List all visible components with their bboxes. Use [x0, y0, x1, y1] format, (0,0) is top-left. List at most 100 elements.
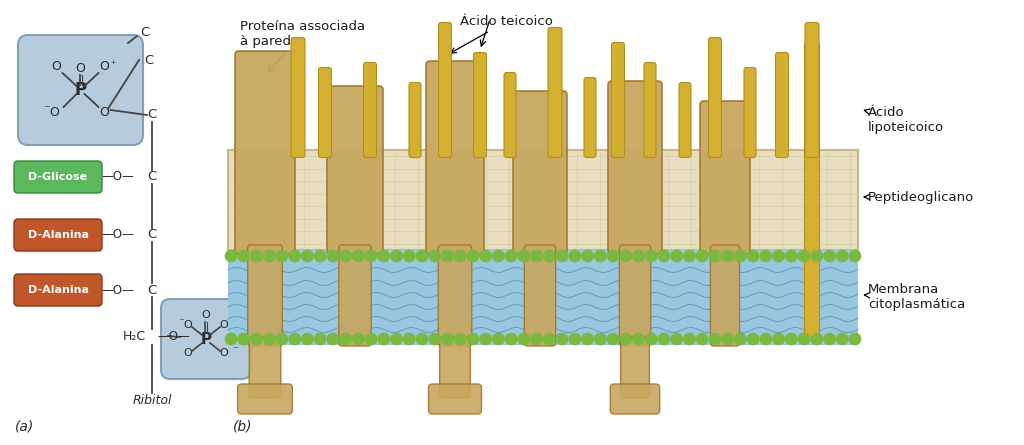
Circle shape — [621, 333, 631, 344]
Circle shape — [276, 333, 288, 344]
Text: (b): (b) — [233, 420, 253, 434]
Text: O: O — [219, 348, 228, 358]
Bar — [228, 250, 858, 345]
Circle shape — [595, 251, 606, 262]
Circle shape — [429, 251, 440, 262]
Circle shape — [569, 333, 581, 344]
Circle shape — [239, 333, 249, 344]
Bar — [228, 150, 858, 250]
Text: —O—: —O— — [157, 331, 189, 344]
Circle shape — [391, 333, 402, 344]
Circle shape — [621, 251, 631, 262]
Circle shape — [735, 333, 745, 344]
Circle shape — [811, 251, 822, 262]
Circle shape — [378, 333, 389, 344]
Circle shape — [582, 251, 593, 262]
Text: Membrana
citoplasmática: Membrana citoplasmática — [864, 283, 966, 311]
Text: D-Alanina: D-Alanina — [28, 230, 88, 240]
Text: —O—: —O— — [101, 170, 134, 183]
FancyBboxPatch shape — [504, 73, 516, 158]
Circle shape — [506, 251, 517, 262]
Circle shape — [710, 251, 721, 262]
Circle shape — [710, 251, 721, 262]
FancyBboxPatch shape — [775, 53, 788, 158]
Circle shape — [773, 333, 784, 344]
Circle shape — [442, 251, 453, 262]
FancyBboxPatch shape — [291, 37, 305, 158]
Circle shape — [276, 333, 288, 344]
FancyBboxPatch shape — [548, 28, 562, 158]
Circle shape — [264, 333, 274, 344]
Circle shape — [607, 333, 618, 344]
Text: P: P — [201, 332, 212, 347]
Text: O: O — [183, 320, 193, 330]
Circle shape — [442, 333, 453, 344]
Circle shape — [557, 333, 567, 344]
Circle shape — [366, 251, 377, 262]
FancyBboxPatch shape — [364, 62, 377, 158]
Circle shape — [314, 251, 326, 262]
Circle shape — [710, 333, 721, 344]
Circle shape — [569, 251, 581, 262]
FancyBboxPatch shape — [426, 61, 484, 254]
Circle shape — [506, 251, 517, 262]
Circle shape — [340, 251, 351, 262]
FancyBboxPatch shape — [644, 62, 656, 158]
Text: Ácido
lipoteicoico: Ácido lipoteicoico — [864, 106, 944, 134]
Circle shape — [455, 333, 466, 344]
Circle shape — [480, 333, 492, 344]
Circle shape — [544, 333, 555, 344]
Circle shape — [621, 333, 631, 344]
Circle shape — [761, 251, 771, 262]
Circle shape — [582, 251, 593, 262]
Circle shape — [225, 251, 237, 262]
Circle shape — [722, 251, 733, 262]
FancyBboxPatch shape — [805, 42, 819, 340]
FancyBboxPatch shape — [409, 82, 421, 158]
Circle shape — [799, 333, 810, 344]
Circle shape — [493, 251, 504, 262]
Circle shape — [391, 333, 402, 344]
Circle shape — [366, 333, 377, 344]
Circle shape — [824, 333, 835, 344]
Circle shape — [773, 333, 784, 344]
Circle shape — [417, 333, 428, 344]
Circle shape — [799, 251, 810, 262]
Circle shape — [811, 333, 822, 344]
Text: D-Alanina: D-Alanina — [28, 285, 88, 295]
Text: O: O — [99, 105, 110, 118]
FancyBboxPatch shape — [339, 245, 372, 346]
Circle shape — [696, 333, 708, 344]
Circle shape — [239, 251, 249, 262]
Circle shape — [442, 251, 453, 262]
Circle shape — [785, 333, 797, 344]
Circle shape — [506, 333, 517, 344]
Text: ⁻: ⁻ — [232, 345, 238, 355]
Circle shape — [353, 251, 364, 262]
Circle shape — [429, 333, 440, 344]
Circle shape — [353, 333, 364, 344]
Circle shape — [569, 251, 581, 262]
Circle shape — [824, 251, 835, 262]
Circle shape — [761, 333, 771, 344]
Text: P: P — [75, 81, 87, 99]
Circle shape — [761, 251, 771, 262]
Text: Ácido teicoico: Ácido teicoico — [451, 15, 553, 53]
Circle shape — [251, 251, 262, 262]
Text: H₂C: H₂C — [123, 331, 145, 344]
Circle shape — [824, 333, 835, 344]
Circle shape — [518, 333, 529, 344]
Circle shape — [264, 333, 274, 344]
Circle shape — [417, 333, 428, 344]
Circle shape — [722, 333, 733, 344]
Circle shape — [621, 251, 631, 262]
Text: O: O — [76, 61, 85, 74]
Circle shape — [264, 251, 274, 262]
Text: O: O — [183, 348, 193, 358]
Circle shape — [314, 251, 326, 262]
Circle shape — [378, 251, 389, 262]
Circle shape — [671, 251, 682, 262]
FancyBboxPatch shape — [805, 23, 819, 158]
Circle shape — [518, 251, 529, 262]
Circle shape — [633, 333, 644, 344]
